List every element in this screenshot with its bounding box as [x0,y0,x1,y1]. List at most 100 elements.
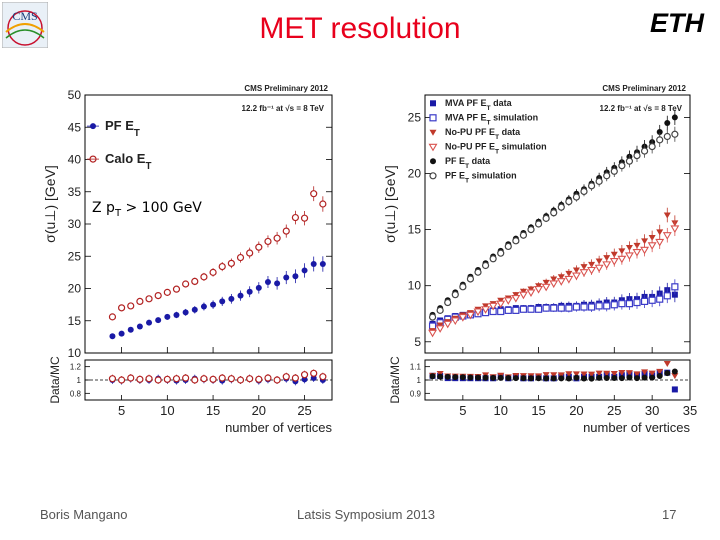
y-tick-label: 20 [408,167,422,181]
data-point [319,260,326,267]
y-axis-label: σ(u⊥) [GeV] [382,165,398,243]
data-point [542,279,550,286]
ratio-point [588,375,595,382]
legend-entry: PF ET data [445,156,491,170]
data-point [300,214,309,222]
ratio-y-tick-label: 0.9 [410,389,422,398]
data-point [458,314,468,322]
data-point [146,319,153,326]
data-point [118,330,125,337]
data-point [534,286,544,294]
data-point [625,245,633,252]
data-point [428,313,437,321]
ratio-point [664,370,671,377]
data-point [527,305,535,313]
data-point [579,269,589,277]
ratio-point [565,371,573,378]
ratio-point [437,373,444,380]
ratio-point [671,386,678,393]
ratio-point [429,373,436,380]
legend-marker [430,100,436,107]
data-point [618,300,626,308]
ratio-point [475,374,481,381]
ratio-point [490,374,497,381]
data-point [640,147,649,155]
y-tick-label: 30 [68,217,82,231]
slide-title: MET resolution [259,12,461,45]
eth-logo: ETH [648,8,720,38]
data-point [154,291,162,300]
ratio-point [618,375,625,382]
data-point [465,311,475,320]
data-point [246,249,254,257]
data-point [489,255,497,263]
ratio-point [550,375,557,382]
data-point [633,151,641,160]
data-point [580,187,588,196]
ratio-point [512,375,519,382]
ratio-point [482,374,489,381]
data-point [200,303,207,310]
ratio-point [671,373,679,380]
data-point [155,317,162,324]
lumi-label: 12.2 fb⁻¹ at √s = 8 TeV [600,104,683,113]
ratio-point [610,370,618,377]
x-tick-label: 15 [531,403,545,418]
data-point [497,249,505,257]
y-tick-label: 25 [68,249,82,263]
data-point [671,283,679,291]
y-tick-label: 20 [68,282,82,296]
ratio-point [656,372,663,379]
y-tick-label: 10 [408,279,422,293]
data-point [656,295,664,303]
data-point [191,277,199,286]
data-point [595,258,603,265]
data-point [237,292,244,299]
data-point [550,276,558,283]
data-point [136,297,144,305]
legend-entry: MVA PF ET simulation [445,113,538,127]
data-point [618,162,626,170]
ratio-point [595,370,603,377]
data-point [618,248,626,255]
data-point [610,167,618,175]
data-point [283,274,290,281]
cms-logo: CMS [1,1,49,49]
ratio-point [452,374,459,381]
ratio-point [172,375,181,383]
ratio-point [273,376,281,384]
ratio-point [580,371,588,378]
ratio-y-tick-label: 1.1 [410,363,422,372]
data-point [565,197,573,206]
footer-page-number: 17 [662,507,677,522]
data-point [496,300,506,309]
data-point [310,260,317,267]
data-point [624,252,634,261]
ratio-point [543,375,550,382]
data-point [610,251,618,258]
ratio-point [520,375,527,382]
data-point [497,307,505,316]
legend-marker [429,114,437,122]
data-point [603,172,611,180]
data-point [549,280,559,289]
ratio-point [625,370,633,377]
ratio-point [542,372,550,379]
ratio-point [236,376,245,384]
data-point [109,333,116,340]
data-point [587,266,597,275]
y-tick-label: 15 [408,223,422,237]
data-point [481,306,491,314]
chart-title: CMS Preliminary 2012 [244,84,328,93]
data-point [173,311,180,318]
chart-left: CMS Preliminary 2012 12.2 fb⁻¹ at √s = 8 … [20,75,340,435]
ratio-point [108,375,117,383]
chart-title: CMS Preliminary 2012 [602,84,686,93]
data-point [670,225,680,234]
data-point [473,308,483,317]
y-tick-label: 40 [68,153,82,167]
y-tick-label: 10 [68,346,82,360]
ratio-point [663,360,671,367]
main-plot-frame [424,94,691,354]
legend-marker [429,172,437,180]
